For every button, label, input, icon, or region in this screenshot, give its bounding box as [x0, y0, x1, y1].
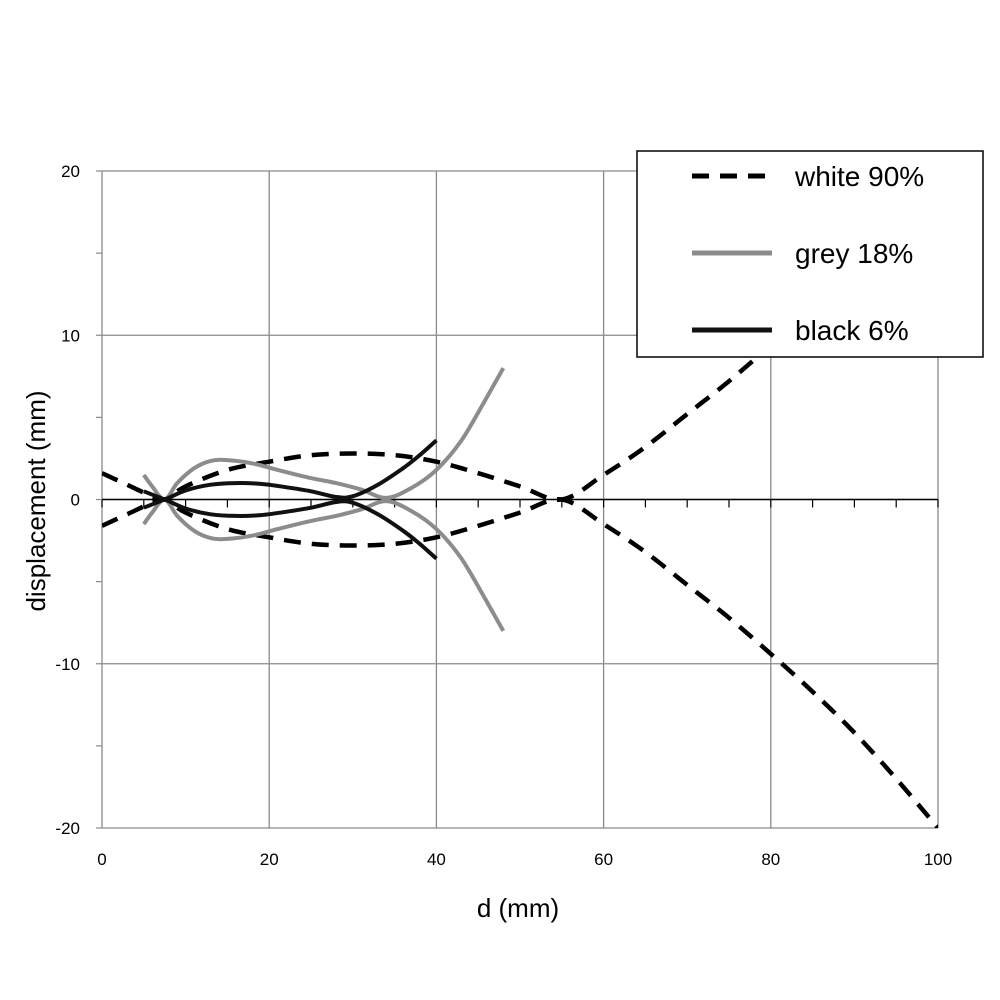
legend-label: grey 18%: [795, 238, 913, 269]
x-tick-label: 20: [260, 850, 279, 869]
x-axis-title: d (mm): [477, 893, 559, 923]
y-tick-label: 20: [61, 162, 80, 181]
x-tick-label: 80: [761, 850, 780, 869]
y-tick-label: -10: [55, 655, 80, 674]
series-line-grey-18-2: [144, 368, 504, 499]
legend-label: black 6%: [795, 315, 909, 346]
x-tick-label: 100: [924, 850, 952, 869]
legend-label: white 90%: [794, 161, 924, 192]
series-line-black-6-4: [144, 440, 437, 500]
y-axis-title: displacement (mm): [21, 390, 51, 611]
y-tick-label: -20: [55, 819, 80, 838]
y-tick-label: 10: [61, 326, 80, 345]
y-tick-label: 0: [71, 491, 80, 510]
x-tick-label: 40: [427, 850, 446, 869]
legend: white 90% grey 18% black 6%: [637, 151, 983, 357]
x-tick-label: 0: [97, 850, 106, 869]
x-tick-labels: 0 20 40 60 80 100: [97, 850, 952, 869]
x-tick-label: 60: [594, 850, 613, 869]
y-tick-labels: -20 -10 0 10 20: [55, 162, 80, 838]
series-line-series-5: [144, 499, 437, 559]
series-line-series-3: [144, 499, 504, 630]
